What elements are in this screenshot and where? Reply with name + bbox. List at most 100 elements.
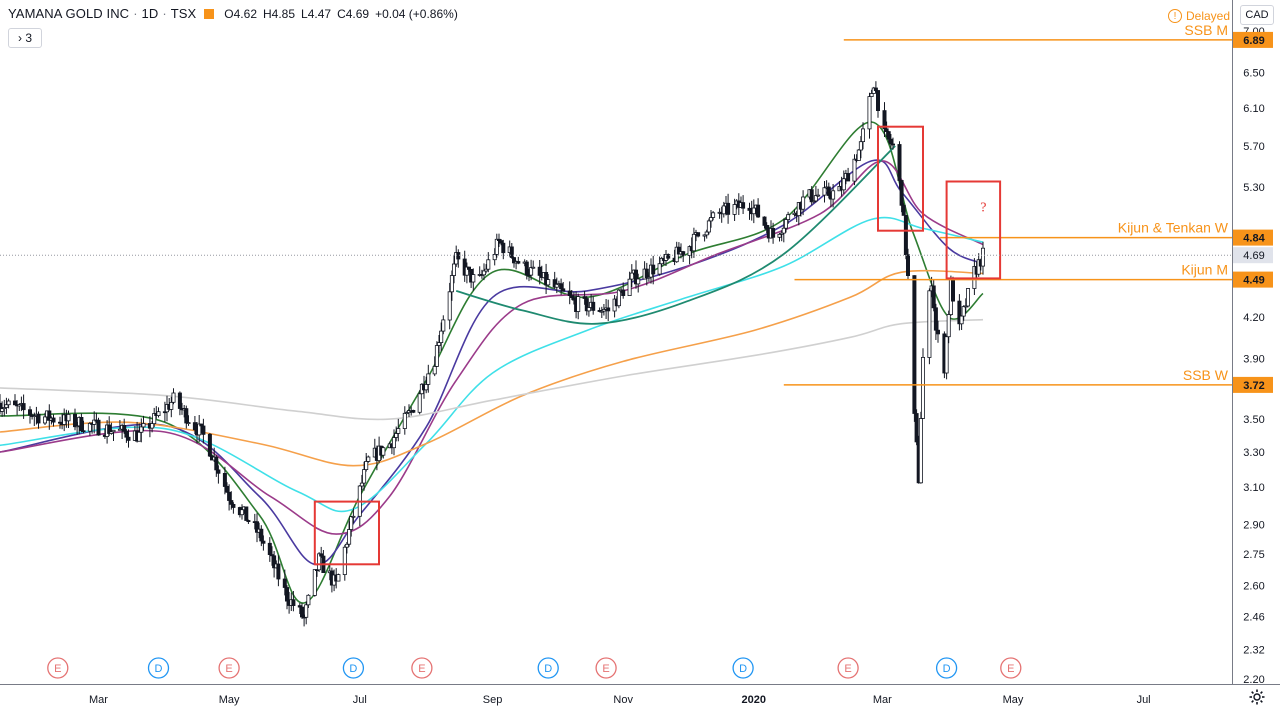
candle (691, 227, 696, 258)
candle (801, 190, 806, 216)
candle (276, 555, 281, 587)
candle (576, 293, 581, 320)
candle (756, 198, 761, 218)
candle (222, 466, 227, 495)
gear-icon[interactable] (1248, 688, 1266, 706)
candle-body (959, 315, 964, 325)
level-price-label-3: 3.72 (1243, 380, 1264, 392)
candle-body (424, 383, 429, 391)
candle (169, 396, 174, 418)
candle-body (657, 263, 662, 275)
candle (259, 525, 264, 547)
candle-body (891, 143, 896, 146)
candle (272, 551, 277, 578)
candle-body (721, 205, 726, 215)
currency-badge[interactable]: CAD (1240, 5, 1274, 25)
candle (586, 307, 591, 317)
y-tick-label: 2.20 (1243, 674, 1264, 686)
candle (959, 315, 964, 330)
candle (601, 304, 606, 316)
candle (396, 418, 401, 442)
candle-body (529, 267, 534, 276)
candle (659, 256, 664, 268)
candle (244, 506, 249, 521)
candle-body (396, 428, 401, 434)
candle-body (177, 392, 182, 409)
candle-body (927, 290, 932, 358)
event-marker-label: D (943, 663, 951, 675)
candle-body (981, 247, 986, 267)
candle (856, 149, 861, 161)
candle-body (537, 266, 542, 276)
candle-body (751, 207, 756, 215)
candle-body (36, 413, 41, 424)
event-marker-label: E (844, 663, 851, 675)
candle-body (554, 283, 559, 288)
event-marker-dividend: D (537, 657, 559, 679)
candle-body (186, 422, 191, 425)
candle-body (933, 307, 938, 331)
candle-body (629, 272, 634, 280)
horizontal-levels: SSB M Kijun & Tenkan W Kijun M SSB W (783, 22, 1232, 386)
x-tick-label: 2020 (742, 694, 766, 706)
highlight-box-2 (945, 180, 1002, 280)
candle-body (876, 90, 881, 112)
delayed-badge[interactable]: ! Delayed (1168, 9, 1230, 23)
y-tick-label: 5.30 (1243, 182, 1264, 194)
candle-body (512, 257, 517, 264)
candle (439, 322, 444, 352)
candle-body (402, 412, 407, 429)
candle-body (229, 500, 234, 505)
candle (434, 341, 439, 367)
candle (2, 399, 7, 417)
event-marker-circle (732, 657, 754, 679)
event-marker-label: E (225, 663, 232, 675)
event-marker-circle (218, 657, 240, 679)
candle-body (961, 306, 966, 317)
candle-body (139, 426, 144, 433)
candle (186, 415, 191, 426)
candle (861, 122, 866, 150)
candle-body (756, 204, 761, 218)
candle-body (366, 456, 371, 462)
candle (6, 398, 11, 409)
info-icon: ! (1168, 9, 1182, 23)
candle (319, 546, 324, 558)
candle (882, 102, 887, 137)
event-marker-circle (537, 657, 559, 679)
candle (816, 188, 821, 197)
event-marker-label: D (349, 663, 357, 675)
candle (869, 89, 874, 97)
candle (529, 259, 534, 281)
candle (912, 275, 917, 422)
candle-body (306, 594, 311, 606)
candle (946, 310, 951, 344)
candle (903, 214, 908, 260)
level-label-2: Kijun M (1181, 262, 1228, 278)
candle (66, 410, 71, 428)
y-tick-label: 3.90 (1243, 354, 1264, 366)
candle (227, 484, 232, 511)
candle-body (499, 240, 504, 244)
candle (571, 292, 576, 305)
candle-body (124, 430, 129, 438)
event-marker-dividend: D (147, 657, 170, 679)
candle (876, 90, 881, 118)
candle (651, 255, 656, 285)
level-price-tag-0 (1233, 31, 1273, 48)
indicator-collapse-button[interactable]: › 3 (8, 28, 42, 48)
candle-body (762, 216, 767, 226)
candle-body (569, 295, 574, 299)
candle (972, 258, 977, 295)
candle-body (936, 329, 941, 335)
candle (107, 416, 112, 436)
candle-body (299, 606, 304, 618)
candle-body (856, 149, 861, 161)
candle (297, 602, 302, 614)
interval[interactable]: 1D (141, 6, 159, 21)
candle-body (156, 411, 161, 417)
candle-body (150, 423, 155, 429)
candle (239, 504, 244, 520)
candle (516, 256, 521, 265)
